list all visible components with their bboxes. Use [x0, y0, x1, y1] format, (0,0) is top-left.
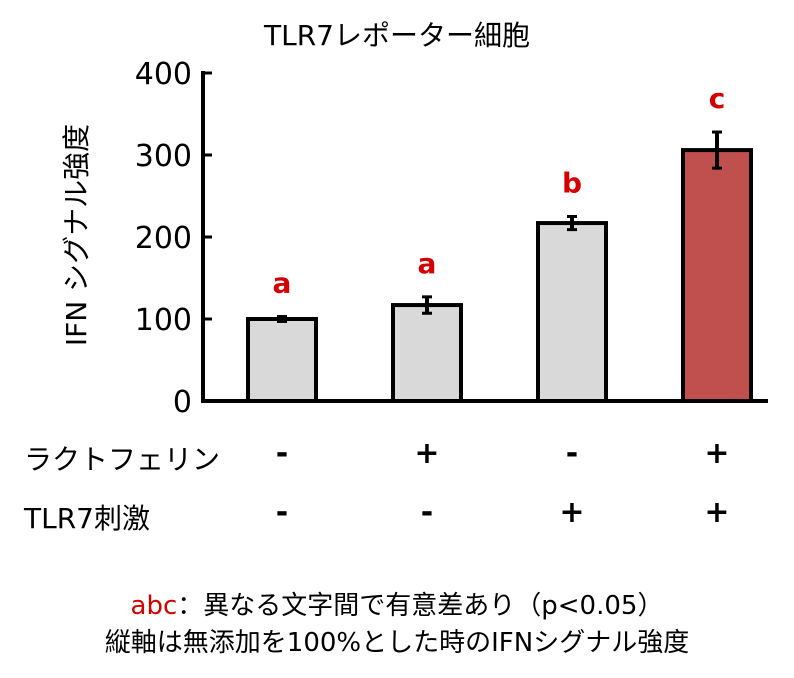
condition-mark: -	[565, 436, 579, 471]
condition-mark: -	[275, 495, 289, 530]
y-tick-label: 200	[135, 221, 192, 256]
footnote-line-2: 縦軸は無添加を100%とした時のIFNシグナル強度	[104, 628, 690, 658]
bar	[246, 317, 318, 403]
condition-mark: -	[275, 436, 289, 471]
y-tick-label: 400	[135, 57, 192, 92]
y-axis-label: IFN シグナル強度	[60, 123, 93, 347]
significance-letter: a	[273, 267, 292, 300]
bar	[536, 221, 608, 403]
condition-mark: +	[559, 495, 585, 530]
condition-mark: +	[704, 495, 730, 530]
bar	[681, 148, 753, 403]
condition-mark: +	[414, 436, 440, 471]
condition-label-tlr7-stimulation: TLR7刺激	[24, 502, 150, 535]
significance-letter: c	[709, 82, 726, 115]
footnote-text: ：異なる文字間で有意差あり（p<0.05）	[177, 591, 664, 621]
condition-mark: -	[420, 495, 434, 530]
condition-mark: +	[704, 436, 730, 471]
y-tick-label: 0	[173, 385, 192, 420]
y-tick-label: 100	[135, 303, 192, 338]
footnote-highlight: abc	[130, 591, 178, 621]
y-tick-label: 300	[135, 139, 192, 174]
condition-label-lactoferrin: ラクトフェリン	[24, 443, 221, 476]
footnote-line-1: abc：異なる文字間で有意差あり（p<0.05）	[0, 585, 794, 622]
bar-chart: a a b c 0 100 200 300 400	[135, 57, 768, 420]
significance-letter: b	[562, 167, 582, 200]
bar	[391, 303, 463, 403]
chart-title: TLR7レポーター細胞	[264, 19, 530, 52]
significance-letter: a	[418, 247, 437, 280]
